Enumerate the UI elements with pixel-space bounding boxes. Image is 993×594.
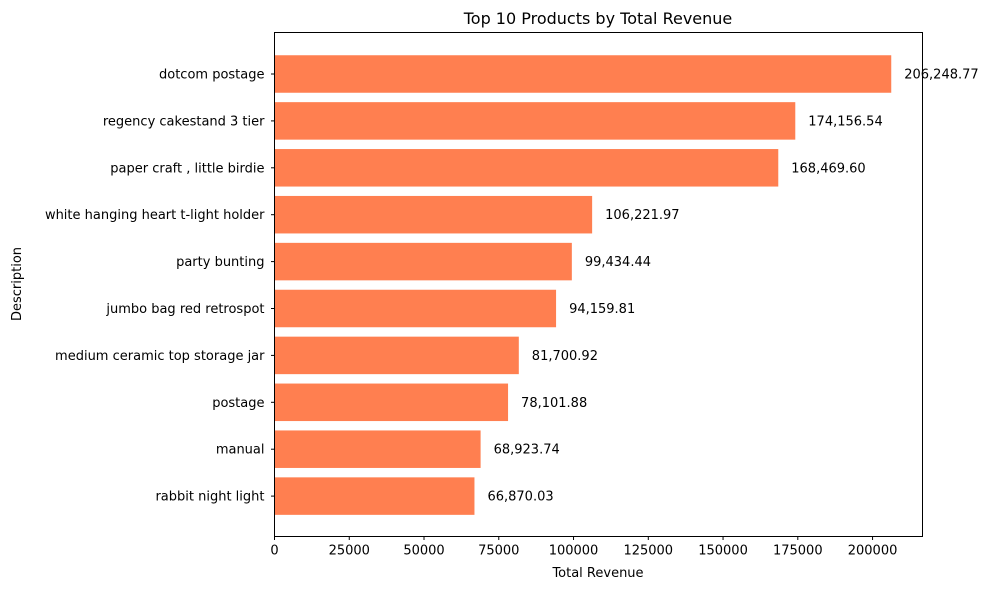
bar: [274, 102, 796, 140]
x-tick-label: 25000: [329, 544, 370, 559]
y-tick-label: paper craft , little birdie: [110, 161, 264, 176]
y-tick-label: medium ceramic top storage jar: [55, 349, 265, 364]
bar: [274, 149, 779, 187]
y-tick-label: regency cakestand 3 tier: [103, 114, 265, 129]
x-tick-label: 75000: [478, 544, 519, 559]
bar: [274, 383, 509, 422]
bar-value-label: 206,248.77: [904, 68, 978, 83]
bar-value-label: 174,156.54: [808, 114, 882, 129]
bar: [274, 477, 475, 515]
y-tick-label: white hanging heart t-light holder: [45, 208, 265, 223]
bar-value-label: 68,923.74: [494, 443, 560, 458]
x-tick-label: 200000: [848, 544, 898, 559]
bar-value-label: 66,870.03: [487, 490, 553, 505]
x-axis-label: Total Revenue: [551, 566, 643, 581]
x-tick-label: 0: [270, 544, 278, 559]
y-tick-label: dotcom postage: [159, 68, 265, 83]
plot-area-frame: [274, 32, 923, 537]
bar: [274, 242, 572, 281]
bar-value-label: 168,469.60: [791, 161, 865, 176]
y-axis-ticks: dotcom postage regency cakestand 3 tier pa…: [45, 68, 275, 505]
bar: [274, 430, 481, 468]
y-tick-label: rabbit night light: [155, 490, 264, 505]
y-tick-label: jumbo bag red retrospot: [105, 302, 264, 317]
bar: [274, 55, 892, 93]
bars-group: [274, 55, 892, 515]
x-tick-label: 150000: [698, 544, 748, 559]
bar-value-label: 99,434.44: [585, 255, 651, 270]
bar-value-label: 106,221.97: [605, 208, 679, 223]
y-tick-label: postage: [212, 396, 264, 411]
x-tick-label: 175000: [773, 544, 823, 559]
bar: [274, 336, 519, 375]
x-tick-label: 100000: [549, 544, 599, 559]
bar: [274, 289, 557, 328]
x-tick-label: 125000: [623, 544, 673, 559]
y-tick-label: manual: [216, 443, 265, 458]
bar-value-label: 78,101.88: [521, 396, 587, 411]
bar-value-label: 81,700.92: [532, 349, 598, 364]
x-axis-ticks: 0 25000 50000 75000 100000 125000 150000 175000…: [270, 536, 898, 559]
bar: [274, 195, 593, 234]
x-tick-label: 50000: [403, 544, 444, 559]
bar-value-label: 94,159.81: [569, 302, 635, 317]
chart-title: Top 10 Products by Total Revenue: [463, 9, 733, 28]
y-axis-label: Description: [10, 247, 25, 321]
value-labels-group: 206,248.77 174,156.54 168,469.60 106,221.97…: [487, 68, 978, 505]
y-tick-label: party bunting: [176, 255, 264, 270]
